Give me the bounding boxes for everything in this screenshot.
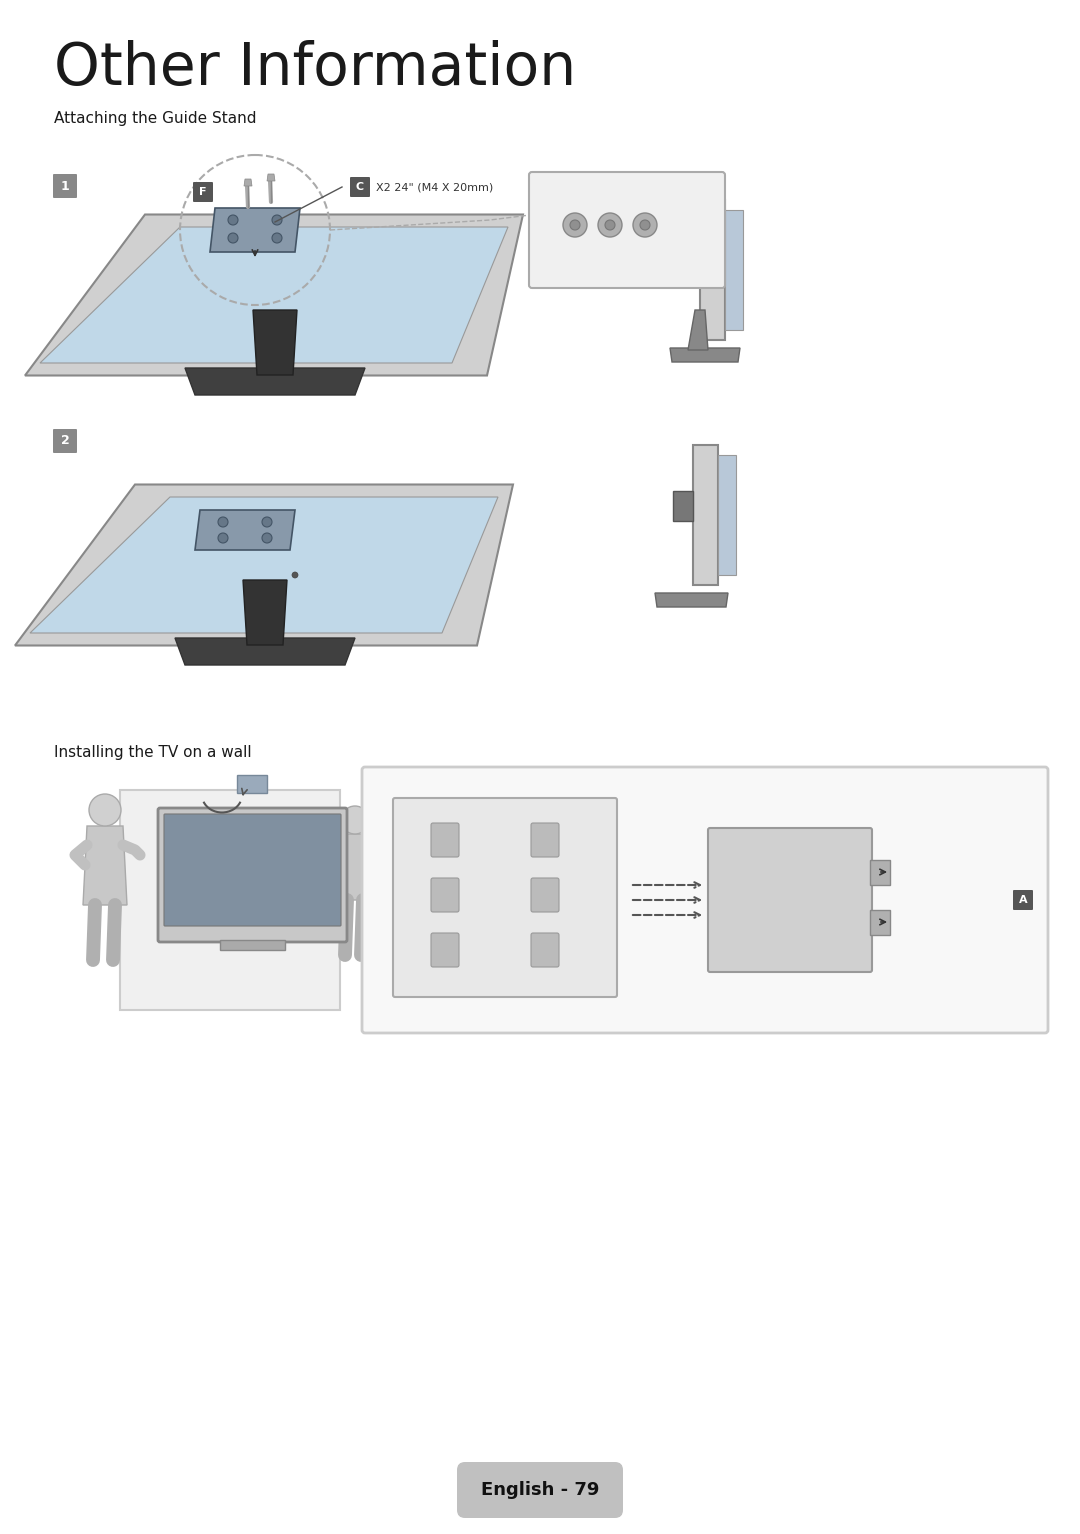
Circle shape — [262, 532, 272, 543]
Bar — [120, 790, 340, 1009]
FancyBboxPatch shape — [531, 877, 559, 913]
Bar — [237, 775, 267, 793]
Bar — [725, 210, 743, 330]
Bar — [700, 199, 725, 341]
FancyBboxPatch shape — [193, 183, 213, 202]
Polygon shape — [243, 580, 287, 644]
Polygon shape — [30, 497, 498, 634]
Polygon shape — [670, 348, 740, 362]
FancyBboxPatch shape — [529, 172, 725, 288]
FancyBboxPatch shape — [431, 933, 459, 966]
Polygon shape — [15, 485, 513, 646]
Circle shape — [292, 572, 298, 578]
FancyBboxPatch shape — [362, 767, 1048, 1032]
Circle shape — [262, 517, 272, 528]
Circle shape — [341, 805, 369, 834]
Circle shape — [272, 215, 282, 225]
Polygon shape — [40, 227, 508, 364]
Circle shape — [218, 517, 228, 528]
Polygon shape — [185, 368, 365, 394]
FancyBboxPatch shape — [708, 828, 872, 973]
FancyBboxPatch shape — [531, 824, 559, 858]
Bar — [693, 445, 718, 584]
Text: Attaching the Guide Stand: Attaching the Guide Stand — [54, 110, 257, 126]
Polygon shape — [195, 509, 295, 551]
Text: Installing the TV on a wall: Installing the TV on a wall — [54, 746, 252, 761]
Circle shape — [570, 219, 580, 230]
Circle shape — [563, 213, 588, 236]
Polygon shape — [210, 209, 300, 252]
Text: 1: 1 — [60, 179, 69, 192]
Polygon shape — [337, 834, 373, 900]
FancyBboxPatch shape — [1013, 890, 1032, 910]
FancyBboxPatch shape — [457, 1462, 623, 1519]
FancyBboxPatch shape — [350, 176, 370, 196]
Polygon shape — [673, 491, 693, 522]
FancyBboxPatch shape — [393, 798, 617, 997]
FancyBboxPatch shape — [53, 430, 77, 453]
Polygon shape — [244, 179, 252, 186]
Circle shape — [228, 215, 238, 225]
Circle shape — [633, 213, 657, 236]
FancyBboxPatch shape — [53, 173, 77, 198]
Bar — [870, 910, 890, 936]
Bar — [718, 456, 735, 575]
Circle shape — [605, 219, 615, 230]
Text: 2: 2 — [60, 434, 69, 448]
Circle shape — [89, 795, 121, 825]
Circle shape — [598, 213, 622, 236]
Polygon shape — [175, 638, 355, 666]
FancyBboxPatch shape — [431, 824, 459, 858]
FancyBboxPatch shape — [431, 877, 459, 913]
Polygon shape — [688, 310, 708, 350]
Text: C: C — [356, 183, 364, 192]
Text: A: A — [1018, 894, 1027, 905]
Text: Other Information: Other Information — [54, 40, 577, 97]
FancyBboxPatch shape — [164, 815, 341, 927]
Polygon shape — [83, 825, 127, 905]
Text: F: F — [199, 187, 206, 196]
Circle shape — [218, 532, 228, 543]
Polygon shape — [267, 173, 275, 181]
Text: English - 79: English - 79 — [481, 1480, 599, 1499]
Polygon shape — [253, 310, 297, 374]
Circle shape — [640, 219, 650, 230]
Text: X2 24" (M4 X 20mm): X2 24" (M4 X 20mm) — [376, 183, 494, 192]
Bar — [220, 940, 285, 950]
Bar — [870, 861, 890, 885]
Circle shape — [228, 233, 238, 242]
Polygon shape — [654, 594, 728, 607]
Polygon shape — [25, 215, 523, 376]
FancyBboxPatch shape — [531, 933, 559, 966]
FancyBboxPatch shape — [158, 808, 347, 942]
Circle shape — [272, 233, 282, 242]
